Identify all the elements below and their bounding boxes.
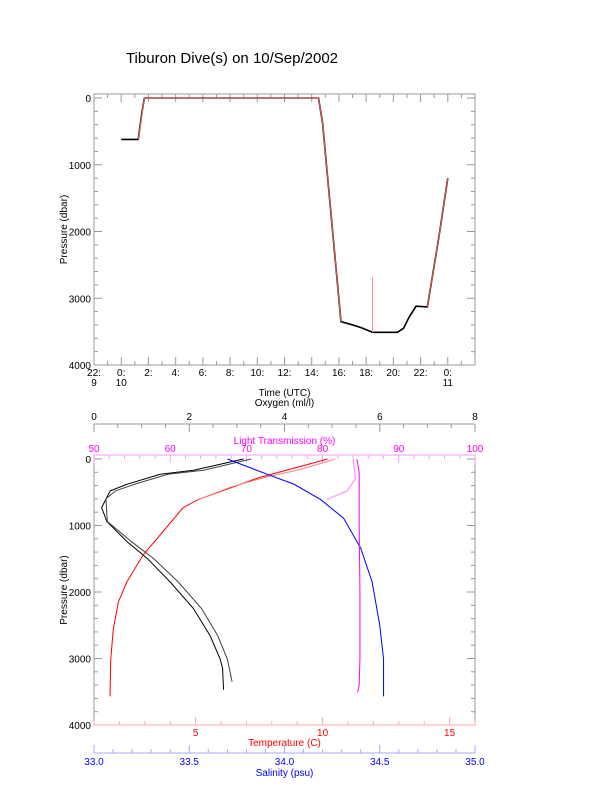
x-tick-label: 6: [199,368,207,379]
x-tick-sublabel: 10 [116,378,128,389]
salinity-tick-label: 34.0 [275,757,295,768]
temperature-tick-label: 15 [444,728,456,739]
y-tick-label: 0 [85,455,91,466]
bottom-plot-frame [93,454,476,726]
pressure-trace [137,97,342,322]
x-tick-label: 4: [171,368,179,379]
salinity-tick-label: 33.0 [84,757,104,768]
oxygen-profile [105,458,252,682]
pressure-trace [426,178,449,308]
oxygen-tick-label: 0 [91,412,97,423]
x-tick-label: 0: [444,368,452,379]
x-tick-label: 20: [386,368,400,379]
top-plot-frame [93,93,476,366]
salinity-profile [227,458,385,697]
oxygen-tick-label: 8 [472,412,478,423]
light-transmission-tick-label: 70 [241,444,253,455]
x-tick-label: 12: [278,368,292,379]
y-tick-label: 3000 [69,654,92,665]
y-tick-label: 4000 [69,361,92,372]
salinity-tick-label: 34.5 [370,757,390,768]
y-tick-label: 2000 [69,228,92,239]
x-tick-label: 10: [250,368,264,379]
oxygen-tick-label: 2 [186,412,192,423]
x-tick-label: 8: [226,368,234,379]
x-tick-sublabel: 11 [443,378,454,389]
temperature-tick-label: 10 [317,728,329,739]
y-tick-label: 4000 [69,721,92,732]
x-tick-label: 16: [332,368,346,379]
light_transmission-profile [356,458,361,693]
oxygen-tick-label: 6 [377,412,383,423]
oxygen-axis-label: Oxygen (ml/l) [255,398,314,409]
temperature-axis-label: Temperature (C) [248,738,321,749]
y-tick-label: 2000 [69,588,92,599]
salinity-tick-label: 35.0 [465,757,485,768]
x-tick-label: 22: [87,368,101,379]
light-transmission-tick-label: 60 [165,444,177,455]
light-transmission-tick-label: 100 [467,444,484,455]
salinity-axis-label: Salinity (psu) [256,768,314,779]
y-tick-label: 1000 [69,161,92,172]
x-tick-label: 22: [414,368,428,379]
light-transmission-axis-label: Light Transmission (%) [234,436,336,447]
x-tick-label: 18: [359,368,373,379]
y-tick-label: 0 [85,94,91,105]
x-axis-label: Time (UTC) [259,388,311,399]
temperature-profile [197,458,336,501]
light-transmission-tick-label: 50 [88,444,100,455]
oxygen-tick-label: 4 [282,412,288,423]
x-tick-label: 14: [305,368,319,379]
light_transmission-profile [326,458,356,501]
y-tick-label: 1000 [69,521,92,532]
light-transmission-tick-label: 90 [393,444,405,455]
x-tick-label: 0: [117,368,125,379]
x-tick-label: 2: [144,368,152,379]
temperature-tick-label: 5 [193,728,199,739]
y-tick-label: 3000 [69,294,92,305]
y-axis-label: Pressure (dbar) [59,555,70,624]
pressure-trace [121,97,449,334]
oxygen-profile [101,458,244,690]
temperature-profile [109,458,328,697]
x-tick-sublabel: 9 [91,378,97,389]
salinity-tick-label: 33.5 [180,757,200,768]
chart-title: Tiburon Dive(s) on 10/Sep/2002 [125,50,339,67]
light-transmission-tick-label: 80 [317,444,329,455]
y-axis-label: Pressure (dbar) [59,195,70,264]
